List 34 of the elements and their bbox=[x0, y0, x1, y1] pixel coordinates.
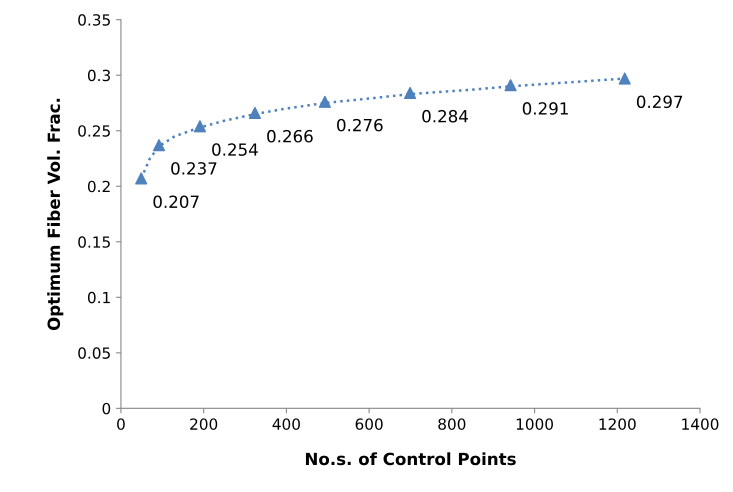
y-tick-label: 0.05 bbox=[78, 347, 110, 359]
x-tick-label: 1400 bbox=[682, 418, 718, 430]
data-label: 0.254 bbox=[212, 143, 258, 156]
x-axis-title: No.s. of Control Points bbox=[306, 452, 516, 466]
y-tick-label: 0.25 bbox=[78, 125, 110, 137]
data-label: 0.266 bbox=[267, 130, 313, 143]
data-label: 0.276 bbox=[337, 118, 383, 132]
x-tick-label: 1200 bbox=[600, 418, 636, 430]
point bbox=[504, 79, 517, 92]
point bbox=[194, 120, 206, 132]
point bbox=[152, 139, 166, 152]
data-label: 0.297 bbox=[636, 96, 682, 108]
x-tick-label: 800 bbox=[438, 418, 466, 430]
point bbox=[404, 86, 416, 100]
point bbox=[618, 72, 631, 85]
point bbox=[318, 96, 331, 108]
y-tick-label: 0.35 bbox=[78, 14, 110, 26]
point bbox=[135, 172, 148, 185]
x-tick-label: 1000 bbox=[516, 418, 553, 430]
x-tick-label: 600 bbox=[356, 418, 383, 430]
data-label: 0.284 bbox=[422, 110, 468, 123]
data-label: 0.207 bbox=[153, 195, 199, 208]
x-tick-label: 0 bbox=[117, 418, 125, 430]
x-tick-label: 400 bbox=[272, 418, 300, 430]
point bbox=[248, 106, 262, 120]
y-axis-title: Optimum Fiber Vol. Frac. bbox=[47, 98, 64, 330]
y-tick-label: 0.3 bbox=[88, 70, 110, 82]
y-tick-label: 0.2 bbox=[88, 180, 110, 192]
y-tick-label: 0.1 bbox=[88, 292, 110, 304]
x-tick-label: 200 bbox=[190, 418, 218, 430]
y-tick-label: 0 bbox=[102, 402, 110, 414]
data-label: 0.291 bbox=[522, 102, 568, 115]
data-label: 0.237 bbox=[171, 162, 216, 175]
y-tick-label: 0.15 bbox=[78, 236, 110, 248]
